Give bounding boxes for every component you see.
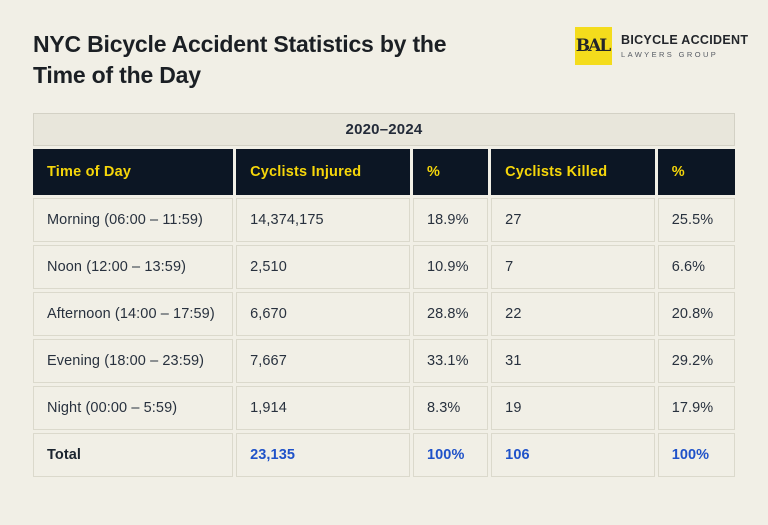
cell-total-injured-pct: 100% [412,433,489,477]
period-header: 2020–2024 [33,113,735,146]
page-title: NYC Bicycle Accident Statistics by the T… [33,29,573,91]
cell-total-killed-pct: 100% [657,433,735,477]
table-row-night: Night (00:00 – 5:59) 1,914 8.3% 19 17.9% [33,386,735,430]
cell-injured: 7,667 [236,339,410,383]
cell-killed-pct: 20.8% [657,292,735,336]
logo-monogram-badge: BAL [575,27,612,65]
cell-injured: 1,914 [236,386,410,430]
logo-company-name: BICYCLE ACCIDENT [621,33,749,47]
cell-killed-pct: 25.5% [657,198,735,242]
column-header-killed-percent: % [657,149,735,195]
column-header-injured-percent: % [412,149,489,195]
table-row-noon: Noon (12:00 – 13:59) 2,510 10.9% 7 6.6% [33,245,735,289]
period-row: 2020–2024 [33,113,735,146]
table-row-afternoon: Afternoon (14:00 – 17:59) 6,670 28.8% 22… [33,292,735,336]
table-row-morning: Morning (06:00 – 11:59) 14,374,175 18.9%… [33,198,735,242]
column-header-cyclists-injured: Cyclists Injured [236,149,410,195]
cell-killed: 22 [491,292,655,336]
company-logo: BAL BICYCLE ACCIDENT LAWYERS GROUP [575,27,748,65]
cell-time-of-day: Noon (12:00 – 13:59) [33,245,234,289]
logo-tagline: LAWYERS GROUP [621,50,719,59]
cell-time-of-day: Night (00:00 – 5:59) [33,386,234,430]
cell-killed-pct: 6.6% [657,245,735,289]
cell-time-of-day: Evening (18:00 – 23:59) [33,339,234,383]
column-header-row: Time of Day Cyclists Injured % Cyclists … [33,149,735,195]
column-header-cyclists-killed: Cyclists Killed [491,149,655,195]
cell-total-killed: 106 [491,433,655,477]
cell-killed: 7 [491,245,655,289]
cell-killed: 19 [491,386,655,430]
cell-total-injured: 23,135 [236,433,410,477]
column-header-time-of-day: Time of Day [33,149,234,195]
table-row-total: Total 23,135 100% 106 100% [33,433,735,477]
title-line-1: NYC Bicycle Accident Statistics by the [33,31,447,57]
statistics-table-container: 2020–2024 Time of Day Cyclists Injured %… [30,110,738,480]
cell-injured: 6,670 [236,292,410,336]
logo-monogram-text: BAL [575,36,611,56]
cell-killed-pct: 17.9% [657,386,735,430]
cell-injured-pct: 10.9% [412,245,489,289]
cell-injured-pct: 33.1% [412,339,489,383]
cell-injured-pct: 8.3% [412,386,489,430]
table-row-evening: Evening (18:00 – 23:59) 7,667 33.1% 31 2… [33,339,735,383]
cell-injured: 2,510 [236,245,410,289]
cell-killed-pct: 29.2% [657,339,735,383]
cell-time-of-day: Afternoon (14:00 – 17:59) [33,292,234,336]
cell-injured: 14,374,175 [236,198,410,242]
statistics-table: 2020–2024 Time of Day Cyclists Injured %… [30,110,738,480]
cell-time-of-day: Morning (06:00 – 11:59) [33,198,234,242]
cell-killed: 27 [491,198,655,242]
cell-injured-pct: 28.8% [412,292,489,336]
cell-total-label: Total [33,433,234,477]
title-line-2: Time of the Day [33,62,201,88]
cell-killed: 31 [491,339,655,383]
logo-text: BICYCLE ACCIDENT LAWYERS GROUP [621,33,748,59]
cell-injured-pct: 18.9% [412,198,489,242]
